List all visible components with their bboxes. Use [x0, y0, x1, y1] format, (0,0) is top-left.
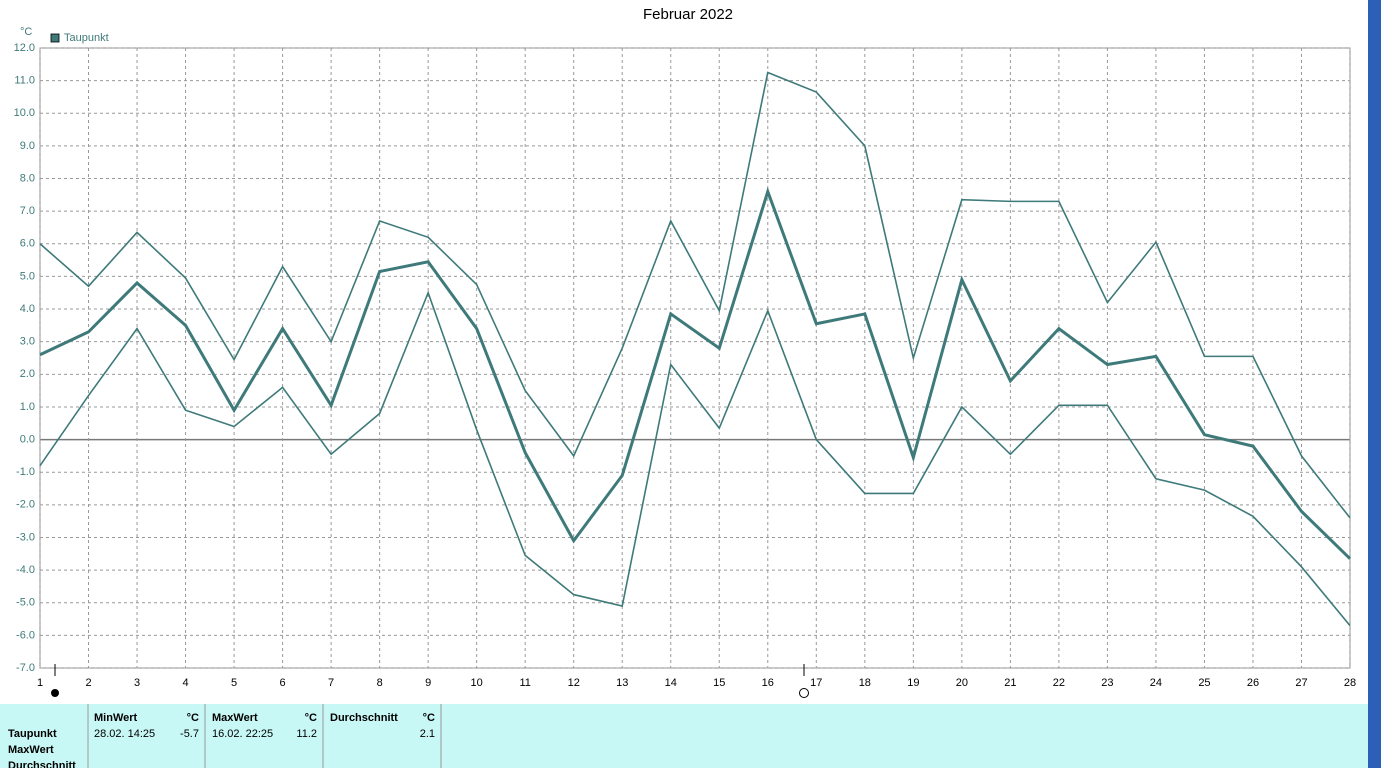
y-tick-label: 12.0	[14, 42, 35, 54]
y-tick-label: 0.0	[20, 433, 35, 445]
y-tick-label: -1.0	[16, 466, 35, 478]
y-tick-label: 9.0	[20, 140, 35, 152]
desktop-edge	[1368, 0, 1381, 768]
x-tick-label: 22	[1053, 677, 1065, 689]
plot-area	[39, 47, 1351, 669]
legend-swatch	[50, 33, 60, 43]
col-unit: °C	[305, 712, 317, 724]
full-moon	[799, 688, 809, 698]
x-tick-label: 18	[859, 677, 871, 689]
y-tick-label: 7.0	[20, 205, 35, 217]
x-tick-label: 5	[231, 677, 237, 689]
x-tick-label: 16	[762, 677, 774, 689]
y-tick-label: 10.0	[14, 107, 35, 119]
x-tick-label: 17	[810, 677, 822, 689]
x-tick-label: 10	[471, 677, 483, 689]
y-tick-label: 1.0	[20, 401, 35, 413]
series-line	[39, 290, 1351, 627]
col-unit: °C	[187, 712, 199, 724]
y-tick-label: 5.0	[20, 270, 35, 282]
y-tick-label: 3.0	[20, 336, 35, 348]
row-label: MaxWert	[8, 744, 54, 756]
x-tick-label: 23	[1101, 677, 1113, 689]
value: 11.2	[296, 728, 317, 740]
x-tick-label: 28	[1344, 677, 1356, 689]
col-header: Durchschnitt	[330, 712, 398, 724]
row-label: Durchschnitt	[8, 760, 76, 768]
x-tick-label: 20	[956, 677, 968, 689]
col-header: MaxWert	[212, 712, 258, 724]
x-tick-label: 13	[616, 677, 628, 689]
y-tick-label: -5.0	[16, 597, 35, 609]
x-tick-label: 27	[1295, 677, 1307, 689]
x-tick-label: 19	[907, 677, 919, 689]
x-tick-label: 26	[1247, 677, 1259, 689]
series-line	[39, 71, 1351, 519]
y-tick-label: -4.0	[16, 564, 35, 576]
chart-title: Februar 2022	[643, 6, 733, 23]
x-tick-label: 14	[665, 677, 677, 689]
y-tick-label: -2.0	[16, 499, 35, 511]
y-tick-label: 6.0	[20, 238, 35, 250]
moon-phases	[51, 664, 809, 698]
y-tick-label: -3.0	[16, 531, 35, 543]
col-unit: °C	[423, 712, 435, 724]
x-tick-label: 25	[1198, 677, 1210, 689]
y-tick-label: 4.0	[20, 303, 35, 315]
x-tick-label: 3	[134, 677, 140, 689]
x-tick-label: 24	[1150, 677, 1162, 689]
x-tick-label: 9	[425, 677, 431, 689]
x-tick-label: 1	[37, 677, 43, 689]
x-tick-label: 8	[377, 677, 383, 689]
y-tick-label: 8.0	[20, 172, 35, 184]
y-unit: °C	[20, 26, 32, 38]
y-tick-label: 2.0	[20, 368, 35, 380]
time: 16.02. 22:25	[212, 728, 273, 740]
legend-label: Taupunkt	[64, 32, 109, 44]
value: 2.1	[420, 728, 435, 740]
x-tick-label: 4	[182, 677, 188, 689]
x-tick-label: 12	[568, 677, 580, 689]
y-tick-label: -6.0	[16, 629, 35, 641]
y-tick-label: -7.0	[16, 662, 35, 674]
x-tick-label: 15	[713, 677, 725, 689]
stats-panel: Taupunkt MaxWert Durchschnitt MinWert °C…	[0, 704, 1368, 772]
panel-bg	[0, 704, 1368, 768]
value: -5.7	[180, 728, 199, 740]
x-tick-label: 11	[519, 677, 530, 689]
x-tick-label: 21	[1004, 677, 1016, 689]
row-label: Taupunkt	[8, 728, 57, 740]
x-tick-label: 6	[280, 677, 286, 689]
x-tick-label: 7	[328, 677, 334, 689]
x-tick-label: 2	[85, 677, 91, 689]
series-line	[39, 186, 1352, 560]
col-header: MinWert	[94, 712, 138, 724]
time: 28.02. 14:25	[94, 728, 155, 740]
y-tick-label: 11.0	[14, 75, 35, 87]
new-moon	[51, 689, 59, 697]
